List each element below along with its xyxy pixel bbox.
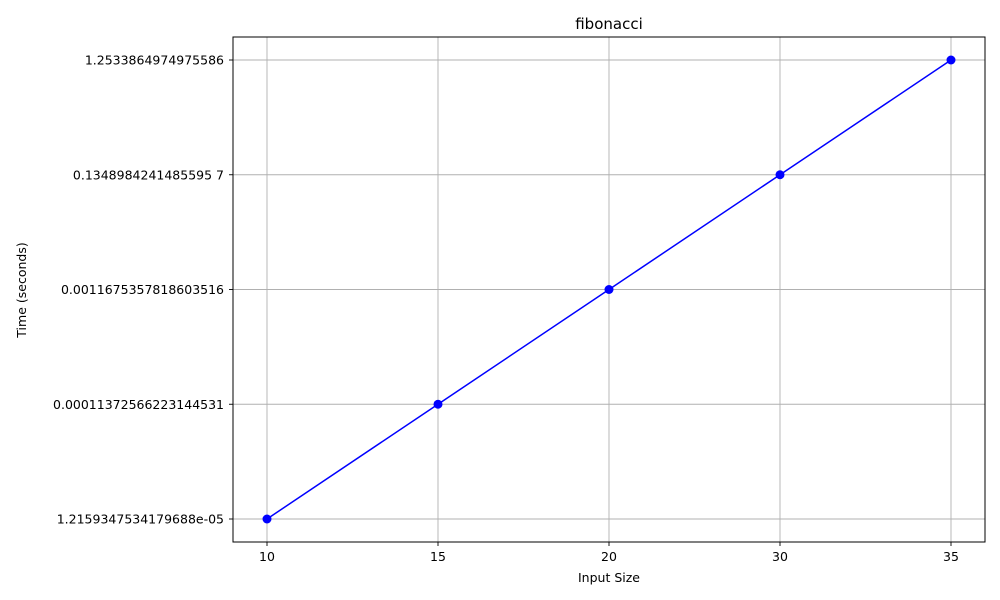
data-point — [433, 399, 443, 409]
y-tick-label: 1.2533864974975586 — [85, 53, 224, 68]
x-tick-label: 20 — [601, 549, 617, 564]
x-tick-label: 30 — [772, 549, 788, 564]
x-axis: 10 15 20 30 35 — [259, 542, 959, 564]
data-point — [946, 55, 956, 65]
grid — [233, 37, 985, 542]
y-tick-label: 1.2159347534179688e-05 — [57, 512, 224, 527]
data-point — [262, 514, 272, 524]
x-tick-label: 35 — [943, 549, 959, 564]
x-tick-label: 10 — [259, 549, 275, 564]
y-axis-label: Time (seconds) — [14, 242, 29, 338]
data-point — [604, 285, 614, 294]
series-layer — [262, 55, 956, 524]
x-tick-label: 15 — [430, 549, 446, 564]
y-tick-label: 0.1348984241485595 7 — [73, 167, 224, 182]
x-axis-label: Input Size — [578, 570, 640, 585]
y-tick-label: 0.0011675357818603516 — [61, 282, 224, 297]
y-tick-label: 0.00011372566223144531 — [53, 397, 224, 412]
chart-title: fibonacci — [575, 15, 643, 33]
data-point — [775, 170, 785, 180]
y-axis: 1.2159347534179688e-05 0.0001137256622314… — [53, 53, 233, 527]
